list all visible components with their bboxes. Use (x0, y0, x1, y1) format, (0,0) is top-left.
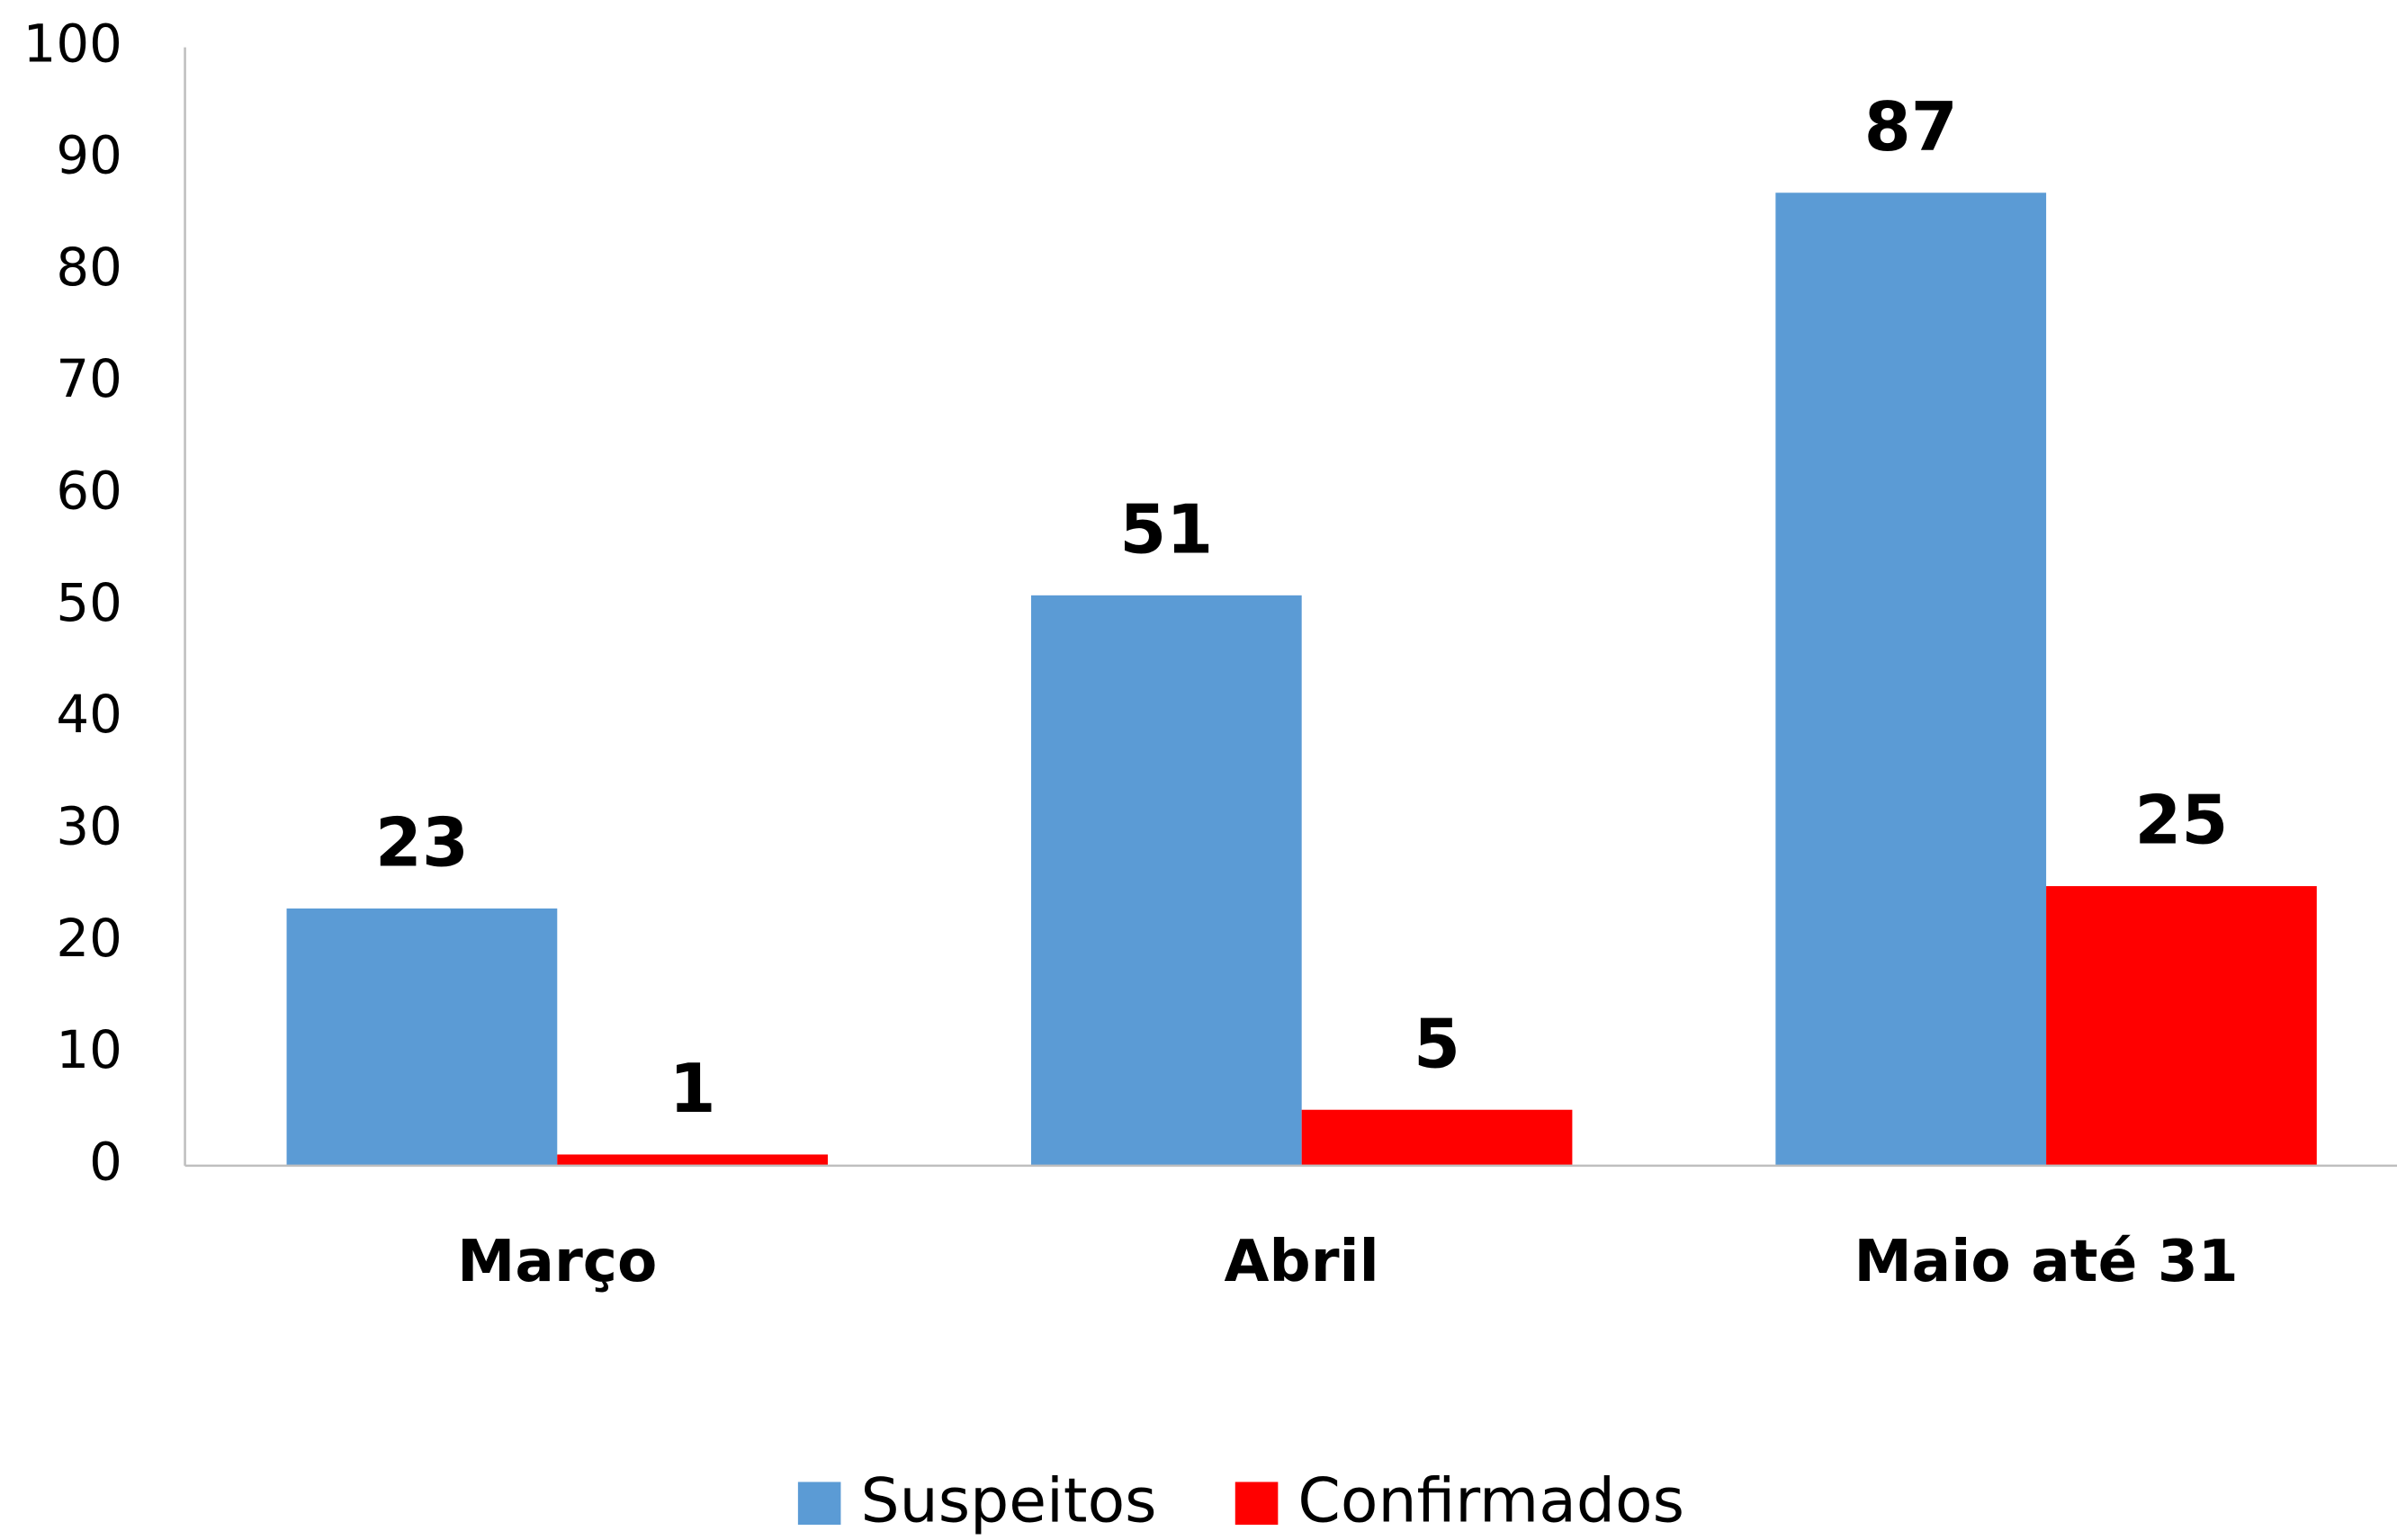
bar (2046, 886, 2317, 1166)
x-tick-label: Abril (1225, 1228, 1379, 1295)
y-tick-label: 90 (56, 125, 122, 186)
y-tick-label: 60 (56, 461, 122, 522)
legend-swatch (1234, 1482, 1279, 1526)
y-tick-label: 80 (56, 237, 122, 298)
x-tick-label: Maio até 31 (1854, 1228, 2238, 1295)
bar (286, 908, 558, 1166)
legend-swatch (797, 1482, 841, 1526)
bar (1030, 595, 1302, 1166)
y-tick-label: 10 (56, 1019, 122, 1080)
value-label: 51 (1119, 490, 1213, 569)
y-tick-label: 50 (56, 572, 122, 633)
value-label: 1 (669, 1050, 716, 1128)
value-label: 25 (2134, 782, 2228, 860)
legend-label: Suspeitos (861, 1465, 1157, 1536)
legend-label: Confirmados (1297, 1465, 1684, 1536)
y-tick-label: 100 (23, 13, 122, 74)
value-label: 87 (1864, 88, 1958, 166)
y-tick-label: 20 (56, 908, 122, 969)
y-tick-label: 70 (56, 348, 122, 409)
value-label: 23 (375, 804, 469, 882)
y-tick-label: 30 (56, 796, 122, 857)
y-tick-label: 40 (56, 684, 122, 745)
bar (1301, 1109, 1573, 1166)
bar (557, 1154, 828, 1166)
y-tick-label: 0 (89, 1132, 122, 1193)
value-label: 5 (1414, 1005, 1460, 1083)
x-tick-label: Março (457, 1228, 657, 1295)
bar (1775, 192, 2047, 1166)
